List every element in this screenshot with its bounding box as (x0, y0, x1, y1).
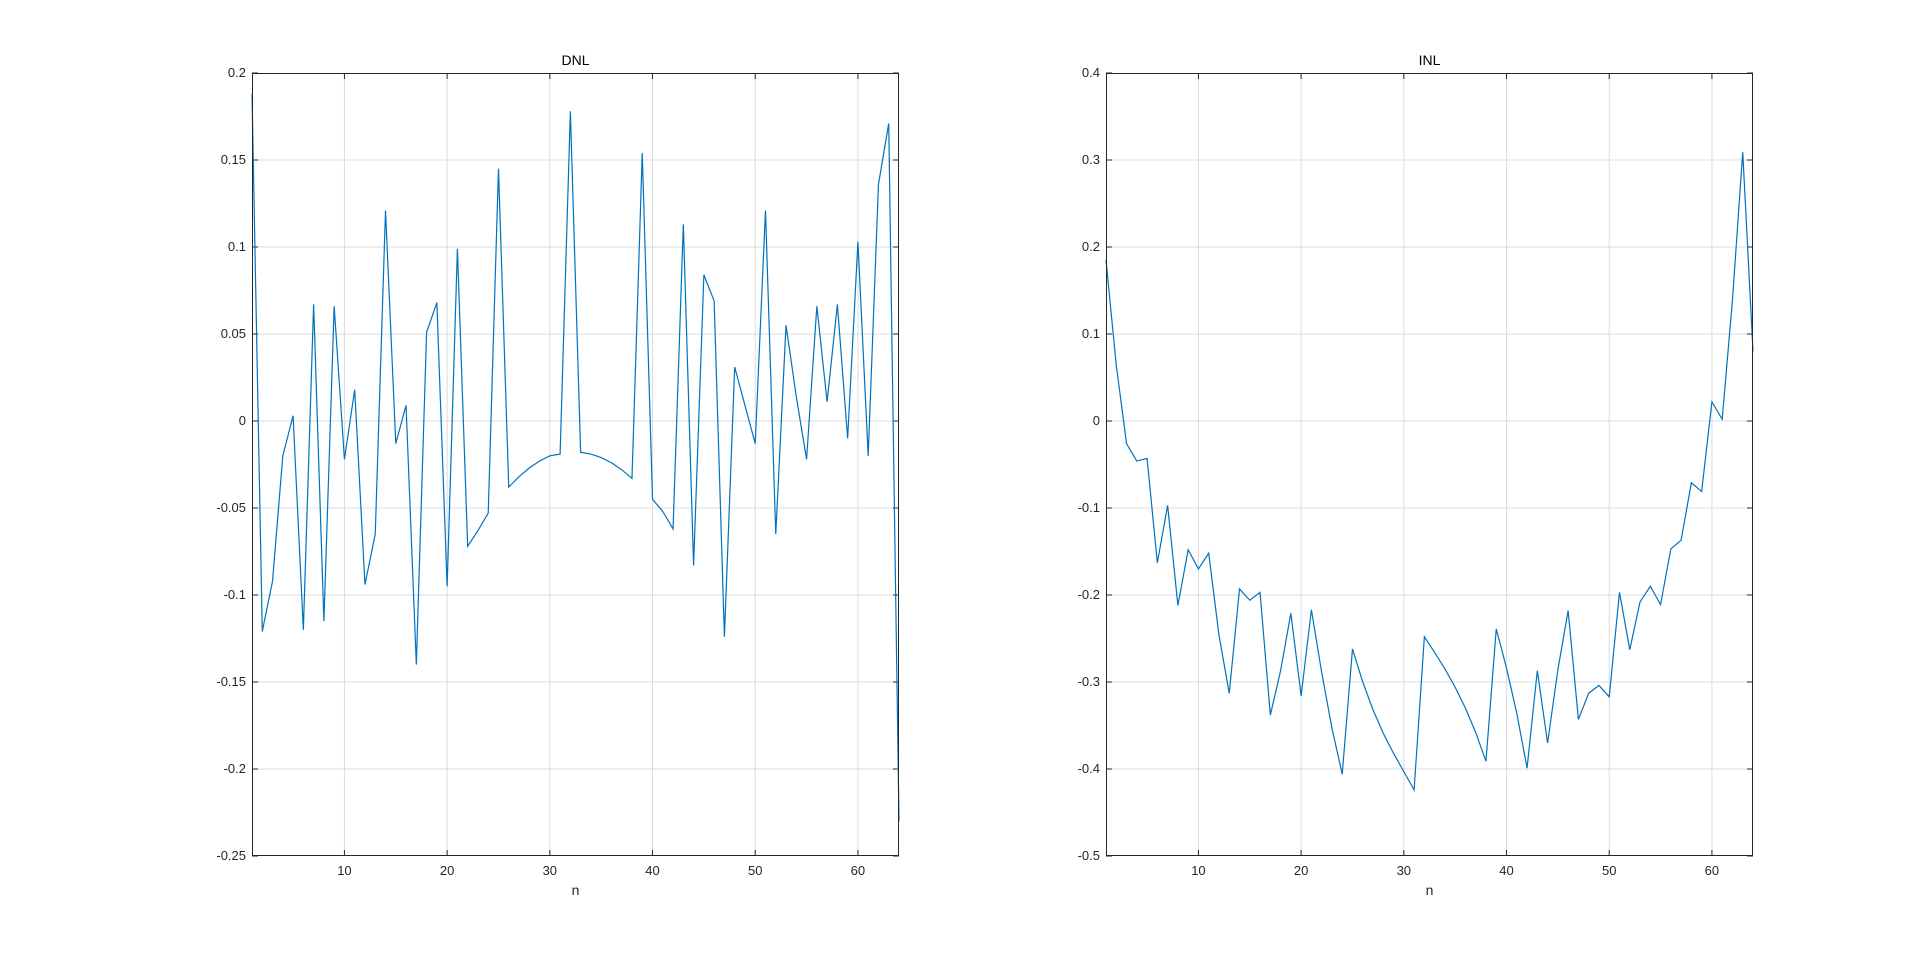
inl-ytick-label: -0.1 (1078, 500, 1100, 515)
inl-title: INL (1419, 52, 1441, 68)
dnl-ytick-label: 0.05 (221, 326, 246, 341)
dnl-xtick-label: 20 (440, 863, 454, 878)
inl-ytick-label: -0.3 (1078, 674, 1100, 689)
dnl-xtick-label: 60 (851, 863, 865, 878)
inl-ytick-label: -0.4 (1078, 761, 1100, 776)
inl-xtick-label: 40 (1499, 863, 1513, 878)
inl-axes-box (1106, 73, 1753, 856)
inl-ytick-label: 0.4 (1082, 65, 1100, 80)
dnl-xtick-label: 40 (645, 863, 659, 878)
inl-ytick-label: 0.1 (1082, 326, 1100, 341)
dnl-ytick-label: -0.2 (224, 761, 246, 776)
dnl-series-line (251, 93, 900, 822)
dnl-plot-area (252, 73, 899, 856)
inl-xlabel: n (1426, 882, 1434, 898)
inl-ytick-label: 0.3 (1082, 152, 1100, 167)
inl-xtick-label: 50 (1602, 863, 1616, 878)
inl-ytick-label: 0.2 (1082, 239, 1100, 254)
dnl-ytick-label: -0.05 (216, 500, 246, 515)
inl-xtick-label: 20 (1294, 863, 1308, 878)
dnl-axes-box (252, 73, 899, 856)
dnl-title: DNL (561, 52, 589, 68)
dnl-ytick-label: 0.2 (228, 65, 246, 80)
dnl-xtick-label: 50 (748, 863, 762, 878)
inl-ytick-label: -0.2 (1078, 587, 1100, 602)
dnl-ytick-label: 0.1 (228, 239, 246, 254)
dnl-grid (252, 73, 899, 856)
inl-series-line (1105, 152, 1754, 792)
inl-ytick-label: 0 (1093, 413, 1100, 428)
inl-xtick-label: 60 (1705, 863, 1719, 878)
inl-xtick-label: 10 (1191, 863, 1205, 878)
dnl-ytick-label: -0.1 (224, 587, 246, 602)
dnl-xtick-label: 10 (337, 863, 351, 878)
dnl-ytick-label: 0.15 (221, 152, 246, 167)
dnl-xlabel: n (572, 882, 580, 898)
inl-plot-area (1106, 73, 1753, 856)
dnl-axes: 10 20 30 40 50 60 -0.25 -0.2 -0.15 -0.1 -0.05 0 0.05… (216, 52, 900, 898)
dnl-ytick-label: 0 (239, 413, 246, 428)
dnl-ytick-label: -0.25 (216, 848, 246, 863)
inl-ytick-label: -0.5 (1078, 848, 1100, 863)
inl-xtick-label: 30 (1397, 863, 1411, 878)
dnl-xtick-label: 30 (543, 863, 557, 878)
inl-axes: 10 20 30 40 50 60 -0.5 -0.4 -0.3 -0.2 -0.1 0 0.1 0.2 0… (1078, 52, 1754, 898)
dnl-ytick-label: -0.15 (216, 674, 246, 689)
